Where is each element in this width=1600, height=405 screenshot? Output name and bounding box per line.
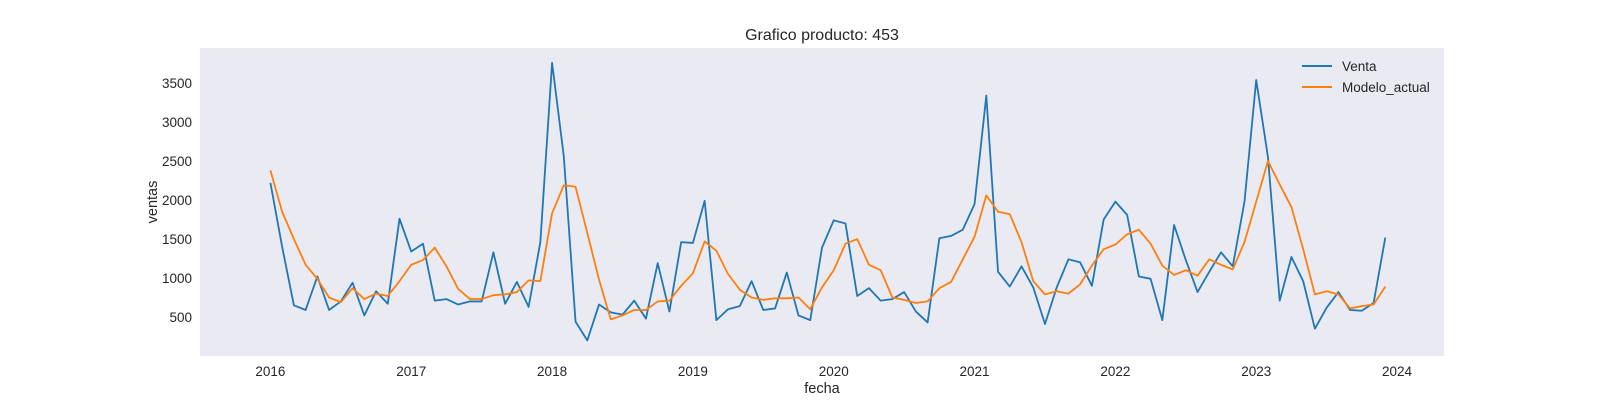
series-line-venta [269, 61, 1387, 342]
x-tick-label: 2024 [1382, 364, 1413, 379]
y-tick-label: 3500 [162, 76, 192, 91]
legend-label: Modelo_actual [1342, 80, 1430, 95]
y-axis-ticks: 500 1000 1500 2000 2500 3000 3500 [162, 76, 192, 325]
y-tick-label: 1000 [162, 271, 192, 286]
legend: Venta Modelo_actual [1302, 59, 1430, 95]
series-lines [269, 61, 1387, 342]
plot-area [200, 48, 1444, 356]
y-tick-label: 1500 [162, 232, 192, 247]
chart-title: Grafico producto: 453 [745, 27, 899, 44]
series-line-modelo-actual [269, 160, 1387, 321]
x-tick-label: 2019 [678, 364, 708, 379]
x-tick-label: 2023 [1241, 364, 1271, 379]
x-tick-label: 2021 [960, 364, 990, 379]
x-tick-label: 2018 [537, 364, 567, 379]
y-tick-label: 2000 [162, 193, 192, 208]
y-tick-label: 3000 [162, 115, 192, 130]
x-tick-label: 2016 [255, 364, 285, 379]
x-tick-label: 2020 [819, 364, 849, 379]
y-axis-label: ventas [145, 181, 161, 224]
x-tick-label: 2022 [1100, 364, 1130, 379]
y-tick-label: 500 [169, 310, 192, 325]
legend-label: Venta [1342, 59, 1377, 74]
x-tick-label: 2017 [396, 364, 426, 379]
y-tick-label: 2500 [162, 154, 192, 169]
x-axis-label: fecha [804, 381, 840, 397]
x-axis-ticks: 2016 2017 2018 2019 2020 2021 2022 2023 2024 [255, 364, 1412, 379]
